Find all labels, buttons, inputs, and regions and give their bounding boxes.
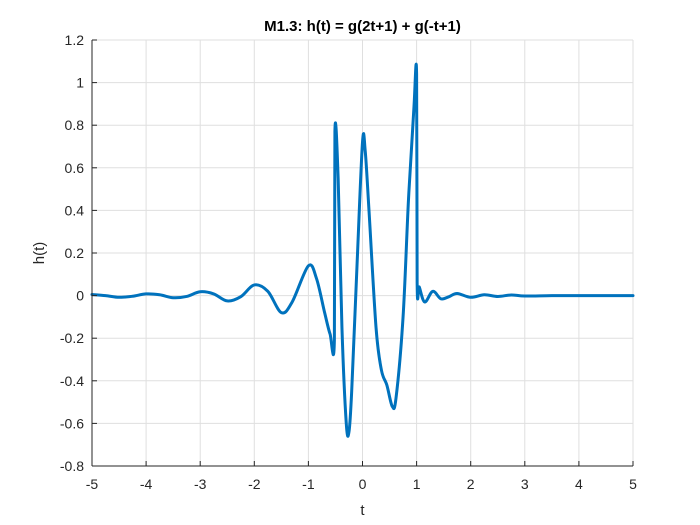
y-tick-label: 0.4 (65, 202, 85, 218)
x-tick-label: -4 (140, 476, 153, 492)
y-tick-label: -0.4 (60, 373, 84, 389)
y-tick-label: -0.2 (60, 330, 84, 346)
y-axis-label: h(t) (31, 242, 48, 265)
series-line (90, 62, 635, 438)
x-tick-label: -5 (86, 476, 99, 492)
x-tick-label: 0 (359, 476, 367, 492)
chart-title: M1.3: h(t) = g(2t+1) + g(-t+1) (264, 18, 461, 35)
y-tick-label: 1.2 (65, 32, 85, 48)
ticks: -5 -4 -3 -2 -1 0 1 2 3 4 5 -0.8 -0.6 -0.4 -0.2 0 0.2 0.4 0… (60, 32, 637, 492)
y-tick-label: 0 (76, 288, 84, 304)
y-tick-label: 0.6 (65, 160, 85, 176)
series-layer (90, 62, 635, 438)
y-tick-label: 0.8 (65, 117, 85, 133)
x-tick-label: -3 (194, 476, 207, 492)
y-tick-label: -0.8 (60, 458, 84, 474)
y-tick-label: -0.6 (60, 415, 84, 431)
x-tick-label: 3 (521, 476, 529, 492)
y-tick-label: 1 (76, 75, 84, 91)
x-tick-label: 5 (629, 476, 637, 492)
x-tick-label: 4 (575, 476, 583, 492)
x-tick-label: -2 (248, 476, 261, 492)
x-tick-label: 1 (413, 476, 421, 492)
x-axis-label: t (360, 502, 365, 519)
y-tick-label: 0.2 (65, 245, 85, 261)
x-tick-label: -1 (302, 476, 315, 492)
x-tick-label: 2 (467, 476, 475, 492)
